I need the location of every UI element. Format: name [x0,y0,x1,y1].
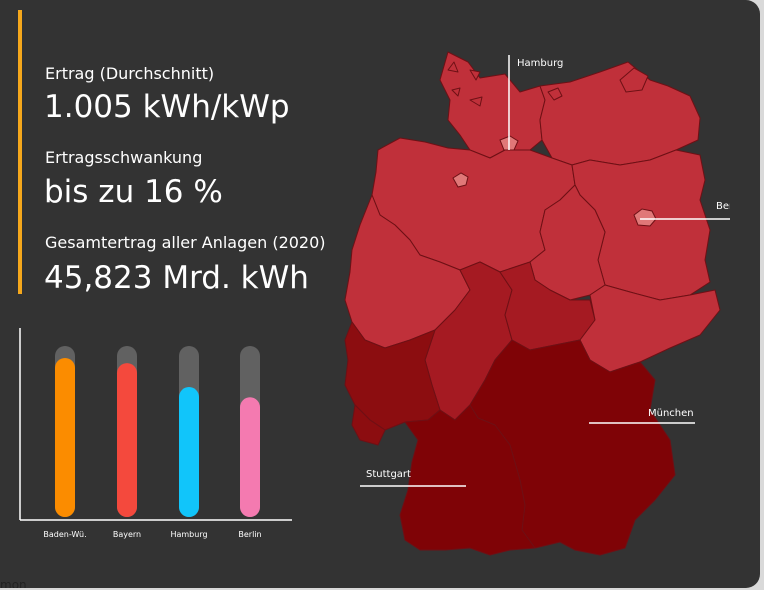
region-schleswig-holstein [439,51,546,159]
kpi-yield-fluctuation-value: bis zu 16 % [44,174,223,210]
yield-bar-chart: Baden-Wü. Bayern Hamburg Berlin [19,328,292,539]
city-label-muenchen: München [648,408,694,419]
bar-baden-w [55,357,75,517]
kpi-yield-fluctuation-label: Ertragsschwankung [45,148,203,167]
x-tick-label-hamburg: Hamburg [170,530,207,539]
x-tick-label-berlin: Berlin [238,530,261,539]
city-label-berlin: Berlin [716,201,730,212]
region-saarland [351,404,386,446]
germany-map: Hamburg Berlin München Stuttgart [344,51,730,556]
x-tick-label-baden-w: Baden-Wü. [43,530,86,539]
accent-bar [18,10,22,294]
region-islands-north [447,61,649,107]
footer-fragment: mon [0,578,27,588]
bar-hamburg [179,387,199,517]
bar-bayern [117,363,137,517]
city-bremen-area [452,172,469,188]
bar-berlin [240,397,260,517]
region-baden-wuerttemberg [399,404,536,556]
kpi-average-yield-value: 1.005 kWh/kWp [44,89,290,125]
city-label-hamburg: Hamburg [517,58,563,69]
kpi-total-yield-label: Gesamtertrag aller Anlagen (2020) [45,233,326,252]
region-sachsen [579,284,721,373]
city-label-stuttgart: Stuttgart [366,469,411,480]
x-tick-label-bayern: Bayern [113,530,141,539]
kpi-total-yield-value: 45,823 Mrd. kWh [44,260,309,296]
kpi-average-yield-label: Ertrag (Durchschnitt) [45,64,215,83]
